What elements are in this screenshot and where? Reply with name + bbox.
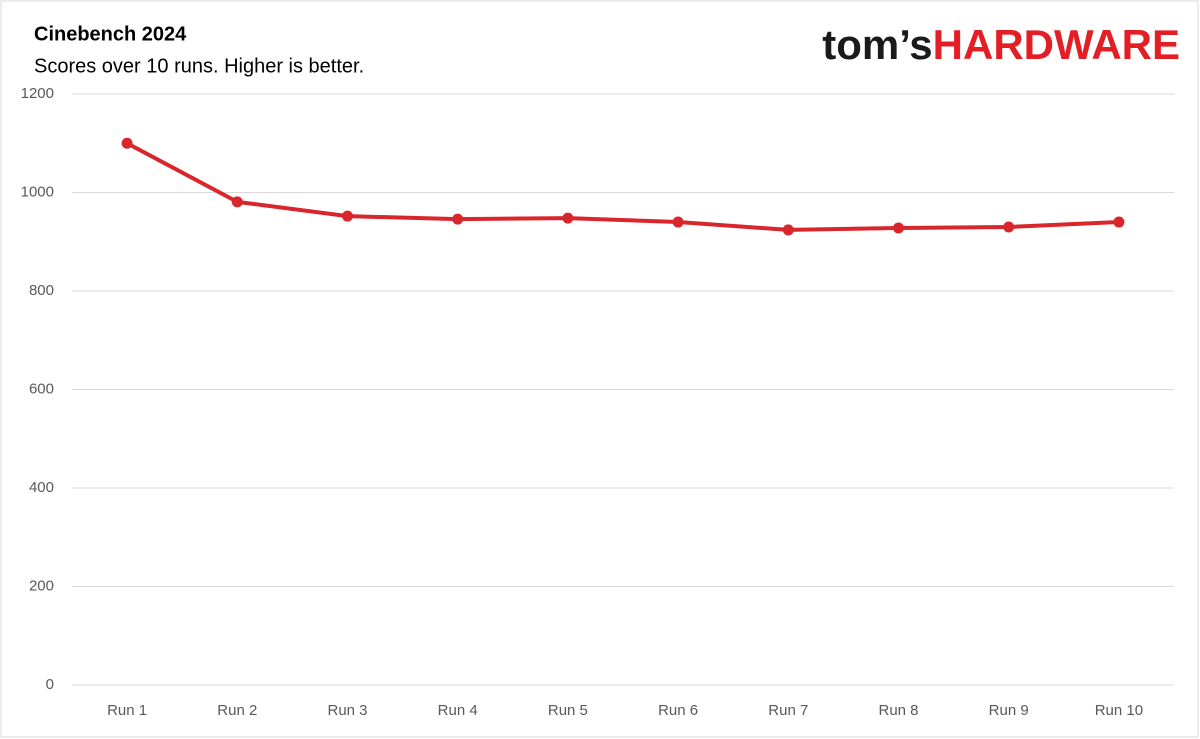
logo: tom’sHARDWARE <box>822 21 1180 68</box>
line <box>126 141 1119 232</box>
x-tick-label: Run 10 <box>1095 702 1143 719</box>
marker <box>121 137 133 149</box>
y-tick-label: 1200 <box>21 85 54 102</box>
chart-subtitle: Scores over 10 runs. Higher is better. <box>34 55 364 77</box>
y-tick-label: 600 <box>29 380 54 397</box>
marker <box>562 212 574 224</box>
marker <box>782 224 794 236</box>
y-tick-label: 400 <box>29 479 54 496</box>
y-tick-label: 0 <box>46 676 54 693</box>
x-tick-label: Run 6 <box>658 702 698 719</box>
marker <box>1113 216 1125 228</box>
marker <box>1003 221 1015 233</box>
x-tick-label: Run 9 <box>989 702 1029 719</box>
y-tick-label: 200 <box>29 577 54 594</box>
y-tick-label: 1000 <box>21 183 54 200</box>
marker <box>893 222 904 234</box>
marker <box>672 216 684 228</box>
x-tick-label: Run 4 <box>438 702 478 719</box>
y-tick-label: 800 <box>29 282 54 299</box>
x-tick-label: Run 8 <box>878 702 918 719</box>
logo-part: tom’s <box>822 21 932 68</box>
logo-part: HARDWARE <box>933 21 1180 68</box>
x-tick-label: Run 1 <box>107 702 147 719</box>
x-tick-label: Run 5 <box>548 702 588 719</box>
marker <box>342 210 353 222</box>
x-tick-label: Run 3 <box>327 702 367 719</box>
marker <box>452 213 464 225</box>
chart-title: Cinebench 2024 <box>34 23 187 45</box>
marker <box>231 196 243 208</box>
x-tick-label: Run 7 <box>768 702 808 719</box>
x-tick-label: Run 2 <box>217 702 257 719</box>
